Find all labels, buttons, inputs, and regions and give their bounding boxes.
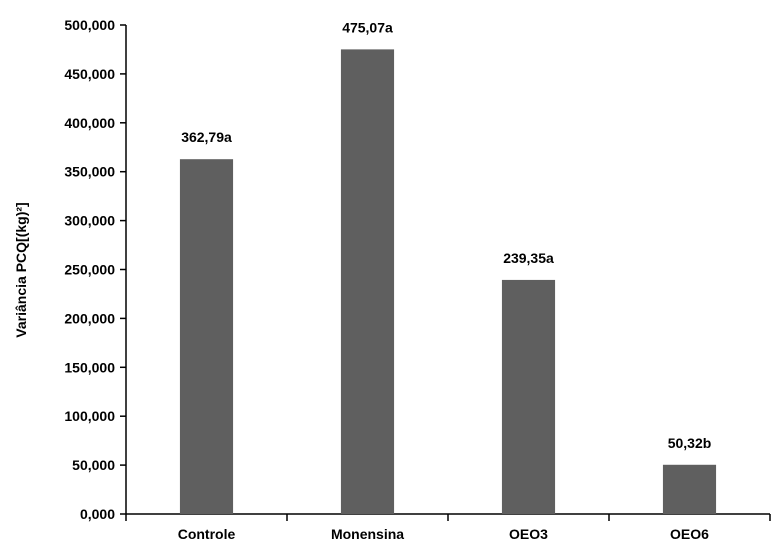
y-axis: 0,000 50,000 100,000 150,000 200,000 250,000 3… [64,17,127,522]
bar-monensina [340,49,395,515]
x-tick-label-monensina: Monensina [331,526,404,542]
y-axis-title: Variância PCQ[(kg)²] [13,202,29,337]
data-label-oeo3: 239,35a [503,250,554,266]
data-label-controle: 362,79a [181,129,232,145]
y-tick-label: 400,000 [64,115,115,131]
y-tick-label: 0,000 [80,506,115,522]
y-tick-label: 100,000 [64,408,115,424]
x-tick-label-oeo6: OEO6 [670,526,709,542]
y-tick-label: 150,000 [64,359,115,375]
bar-controle [179,159,234,514]
bars [179,49,717,515]
y-tick-label: 50,000 [72,457,115,473]
y-tick-label: 250,000 [64,262,115,278]
data-labels: 362,79a 475,07a 239,35a 50,32b [181,19,711,450]
x-tick-label-controle: Controle [178,526,236,542]
bar-oeo6 [662,464,717,514]
y-tick-label: 500,000 [64,17,115,33]
y-tick-label: 300,000 [64,213,115,229]
data-label-monensina: 475,07a [342,19,393,35]
y-tick-label: 200,000 [64,310,115,326]
y-tick-label: 350,000 [64,164,115,180]
data-label-oeo6: 50,32b [668,435,712,451]
x-tick-label-oeo3: OEO3 [509,526,548,542]
bar-oeo3 [501,279,556,514]
x-axis: Controle Monensina OEO3 OEO6 [125,513,771,542]
y-tick-label: 450,000 [64,66,115,82]
